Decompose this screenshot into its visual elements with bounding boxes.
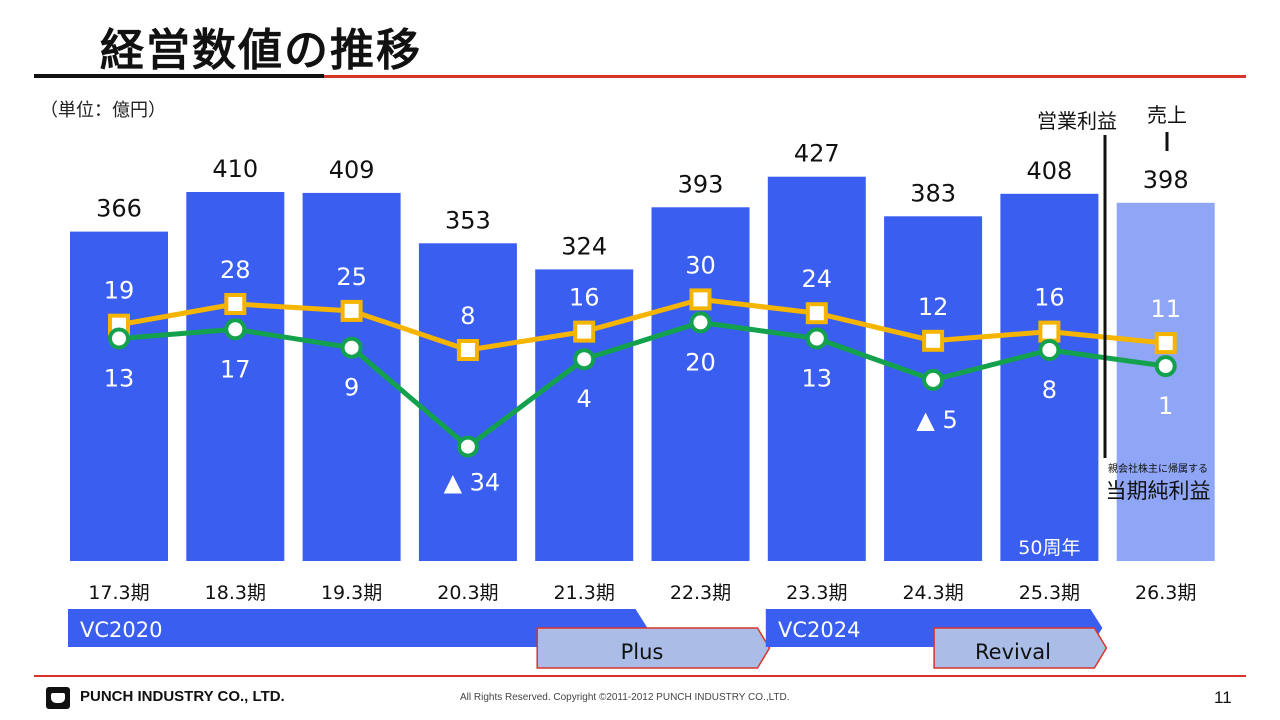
- plan-bar-vc2020: [68, 609, 648, 647]
- legend-sales: 売上: [1147, 103, 1187, 127]
- sales-value-label: 410: [212, 155, 258, 183]
- net-profit-label: ▲ 34: [444, 469, 501, 497]
- net-profit-label: 9: [344, 374, 359, 402]
- operating-profit-point: [689, 288, 712, 311]
- operating-profit-point: [573, 320, 596, 343]
- net-profit-point: [456, 435, 479, 458]
- plan-label-vc2020: VC2020: [80, 618, 162, 642]
- page-title: 経営数値の推移: [100, 25, 422, 76]
- net-profit-label: 17: [220, 355, 251, 383]
- operating-profit-label: 24: [802, 265, 833, 293]
- title-underline-red: [324, 75, 1246, 78]
- operating-profit-label: 30: [685, 251, 716, 279]
- sales-bar: [1116, 202, 1215, 562]
- x-tick-label: 22.3期: [670, 582, 731, 604]
- net-profit-label: 4: [577, 385, 592, 413]
- x-tick-label: 18.3期: [205, 582, 266, 604]
- x-tick-label: 20.3期: [437, 582, 498, 604]
- sales-value-label: 324: [561, 232, 607, 260]
- sales-bar: [418, 243, 517, 562]
- net-profit-line: [118, 319, 1167, 450]
- footer-divider: [34, 675, 1246, 677]
- net-profit-label: 13: [104, 365, 135, 393]
- operating-profit-label: 16: [1034, 284, 1065, 312]
- operating-profit-label: 16: [569, 284, 600, 312]
- net-profit-point: [108, 327, 130, 350]
- operating-profit-point: [340, 299, 363, 322]
- sales-value-label: 408: [1026, 157, 1072, 185]
- operating-profit-label: 11: [1150, 295, 1181, 323]
- net-profit-point: [224, 318, 247, 341]
- x-tick-label: 24.3期: [902, 582, 963, 604]
- sales-bar: [767, 176, 866, 561]
- x-tick-label: 19.3期: [321, 582, 382, 604]
- sales-bar: [535, 269, 634, 561]
- plan-bar-revival: [933, 627, 1108, 669]
- net-profit-label: 8: [1042, 376, 1057, 404]
- fist-logo-icon: [46, 687, 70, 709]
- operating-profit-point: [922, 329, 945, 352]
- operating-profit-label: 28: [220, 256, 251, 284]
- net-profit-point: [1038, 339, 1061, 361]
- net-profit-point: [340, 336, 363, 359]
- x-tick-label: 17.3期: [88, 582, 149, 604]
- sales-value-label: 393: [678, 170, 724, 198]
- net-profit-label: ▲ 5: [916, 406, 957, 434]
- title-underline-black: [34, 74, 324, 78]
- anniversary-label: 50周年: [1018, 537, 1080, 559]
- copyright-text: All Rights Reserved. Copyright ©2011-201…: [460, 692, 790, 703]
- operating-profit-point: [456, 339, 479, 361]
- operating-profit-label: 12: [918, 293, 949, 321]
- plan-bar-plus: [536, 627, 771, 669]
- legend-net-profit-caption: 親会社株主に帰属する: [1108, 462, 1208, 475]
- net-profit-label: 1: [1158, 392, 1173, 420]
- operating-profit-line: [118, 296, 1166, 353]
- plan-label-revival: Revival: [975, 640, 1051, 664]
- legend-net-profit: 当期純利益: [1106, 479, 1211, 503]
- sales-value-label: 409: [329, 156, 375, 184]
- operating-profit-label: 19: [104, 277, 135, 305]
- sales-value-label: 398: [1143, 166, 1189, 194]
- x-tick-label: 21.3期: [554, 582, 615, 604]
- operating-profit-point: [805, 302, 828, 325]
- operating-profit-point: [224, 293, 247, 315]
- plan-label-vc2024: VC2024: [778, 618, 860, 642]
- net-profit-point: [1154, 355, 1177, 378]
- net-profit-label: 13: [802, 365, 833, 393]
- net-profit-point: [573, 348, 596, 371]
- operating-profit-label: 25: [336, 263, 367, 291]
- sales-value-label: 353: [445, 206, 491, 234]
- plan-label-plus: Plus: [621, 640, 664, 664]
- unit-label: （単位：億円）: [40, 100, 166, 121]
- sales-bar: [70, 231, 168, 561]
- net-profit-label: 20: [685, 348, 716, 376]
- legend-operating-profit: 営業利益: [1037, 109, 1117, 133]
- sales-value-label: 427: [794, 140, 840, 168]
- operating-profit-point: [1154, 332, 1177, 355]
- performance-chart: 366 17.3期 410 18.3期 409 19.3期 353 20.3期 324 21.3期…: [68, 103, 1215, 669]
- x-tick-label: 26.3期: [1135, 582, 1196, 604]
- company-name: PUNCH INDUSTRY CO., LTD.: [80, 688, 285, 705]
- sales-bar: [1000, 193, 1099, 562]
- sales-bar: [651, 207, 750, 562]
- sales-bar: [186, 192, 285, 561]
- net-profit-point: [689, 311, 712, 334]
- net-profit-point: [922, 368, 945, 391]
- page-number: 11: [1214, 688, 1232, 707]
- operating-profit-label: 8: [460, 302, 475, 330]
- net-profit-point: [805, 327, 828, 350]
- x-tick-label: 25.3期: [1019, 582, 1080, 604]
- sales-value-label: 383: [910, 179, 956, 207]
- operating-profit-point: [1038, 320, 1061, 343]
- sales-value-label: 366: [96, 195, 142, 223]
- x-tick-label: 23.3期: [786, 582, 847, 604]
